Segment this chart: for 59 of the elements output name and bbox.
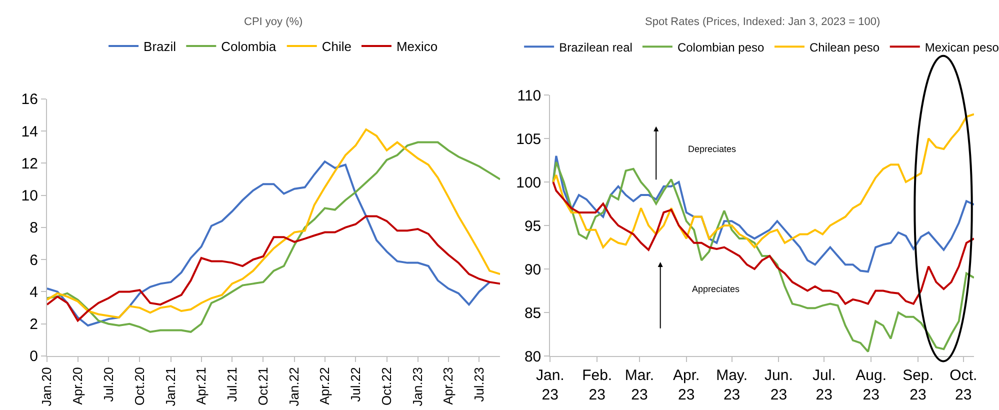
- line-series: [552, 154, 974, 273]
- x-tick-label: Jul. 23: [812, 367, 836, 404]
- y-tick-label: 2: [30, 316, 38, 334]
- line-series: [552, 160, 974, 353]
- legend-label: Brazilean real: [559, 40, 632, 54]
- x-tick-label: Apr.21: [194, 367, 209, 405]
- x-tick-label: Jan. 23: [536, 367, 564, 404]
- x-tick-label: Aug. 23: [856, 367, 886, 404]
- y-tick-label: 80: [524, 348, 542, 366]
- y-tick-label: 110: [517, 87, 542, 104]
- x-tick-label: Feb. 23: [582, 367, 612, 404]
- line-series: [46, 215, 500, 322]
- x-tick-label: Jan.20: [39, 367, 54, 406]
- y-tick-label: 16: [21, 91, 38, 108]
- y-tick-label: 95: [524, 218, 542, 235]
- y-tick-label: 6: [30, 252, 38, 269]
- y-tick-label: 8: [30, 220, 38, 237]
- annotation: Depreciates: [688, 144, 737, 154]
- y-tick-label: 10: [21, 188, 38, 205]
- line-series: [552, 113, 974, 248]
- x-tick-label: Jul.20: [100, 367, 116, 402]
- x-tick-label: Jan.22: [286, 367, 302, 406]
- x-tick-label: Oct.21: [255, 367, 270, 406]
- chart-title: Spot Rates (Prices, Indexed: Jan 3, 2023 = 100): [645, 16, 880, 28]
- legend-label: Colombian peso: [677, 40, 764, 54]
- x-tick-label: Apr.20: [70, 367, 86, 405]
- x-tick-label: Jul.22: [348, 367, 363, 402]
- legend-label: Chile: [322, 39, 352, 54]
- x-tick-label: Jul.21: [224, 367, 240, 402]
- x-tick-label: Jan.23: [410, 367, 426, 406]
- y-tick-label: 14: [21, 123, 38, 140]
- x-tick-label: Mar. 23: [624, 367, 654, 404]
- x-tick-label: Oct. 23: [950, 367, 978, 404]
- line-series: [552, 181, 974, 305]
- x-tick-label: Apr.22: [317, 367, 332, 405]
- x-tick-label: Jan.21: [163, 367, 178, 406]
- x-tick-label: Oct.22: [378, 367, 394, 406]
- y-tick-label: 12: [21, 155, 38, 172]
- y-tick-label: 105: [516, 130, 542, 148]
- y-tick-label: 85: [524, 304, 542, 322]
- y-tick-label: 4: [30, 284, 38, 301]
- legend-label: Mexican peso: [924, 40, 999, 54]
- annotation: Appreciates: [692, 284, 740, 294]
- line-series: [46, 160, 491, 326]
- x-tick-label: Apr. 23: [673, 367, 700, 404]
- x-tick-label: Oct.20: [132, 367, 147, 406]
- x-tick-label: Jul.23: [471, 367, 486, 402]
- x-tick-label: Jun. 23: [764, 367, 793, 404]
- y-tick-label: 90: [524, 261, 542, 278]
- x-tick-label: Apr.23: [440, 367, 456, 405]
- legend-label: Mexico: [396, 39, 438, 54]
- x-tick-label: May. 23: [716, 367, 748, 404]
- legend-label: Colombia: [221, 39, 277, 54]
- legend-label: Brazil: [144, 39, 176, 54]
- y-tick-label: 100: [516, 174, 542, 192]
- legend-label: Chilean peso: [809, 40, 880, 54]
- chart-title: CPI yoy (%): [244, 16, 303, 28]
- x-tick-label: Sep. 23: [902, 367, 934, 404]
- y-tick-label: 0: [30, 348, 38, 366]
